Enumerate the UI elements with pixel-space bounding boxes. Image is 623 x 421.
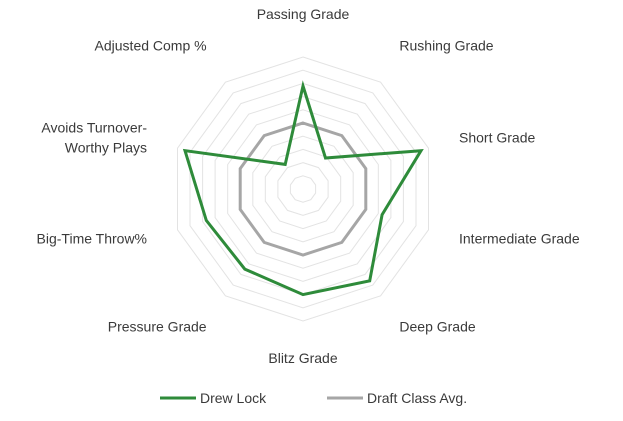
grid-ring-2: [277, 162, 329, 216]
axis-label-deep-grade: Deep Grade: [399, 319, 475, 335]
grid-ring-9: [189, 69, 417, 309]
axis-label-big-time-throw: Big-Time Throw%: [37, 231, 147, 247]
radar-series: [182, 80, 424, 297]
series-line-drew-lock: [182, 80, 424, 297]
axis-label-passing-grade: Passing Grade: [257, 6, 350, 22]
grid-ring-6: [227, 109, 379, 269]
axis-label-short-grade: Short Grade: [459, 129, 535, 145]
axis-label-adjusted-comp: Adjusted Comp %: [95, 37, 207, 53]
axis-label-pressure-grade: Pressure Grade: [108, 319, 207, 335]
axis-label-avoids-turnover-worthy-plays: Avoids Turnover-Worthy Plays: [41, 119, 147, 155]
axis-label-intermediate-grade: Intermediate Grade: [459, 231, 580, 247]
radar-grid: [177, 56, 429, 322]
grid-ring-3: [264, 148, 342, 230]
grid-ring-7: [214, 96, 392, 282]
series-line-draft-class-avg: [238, 121, 368, 257]
grid-ring-10: [177, 56, 429, 322]
grid-ring-4: [252, 135, 354, 243]
legend: Drew Lock Draft Class Avg.: [160, 390, 467, 406]
axis-label-blitz-grade: Blitz Grade: [268, 350, 337, 366]
grid-ring-1: [289, 175, 317, 203]
axis-labels: Passing Grade Rushing Grade Short Grade Int…: [37, 6, 580, 366]
legend-label-drew-lock: Drew Lock: [200, 390, 267, 406]
legend-label-draft-class-avg: Draft Class Avg.: [367, 390, 467, 406]
axis-label-rushing-grade: Rushing Grade: [399, 37, 493, 53]
